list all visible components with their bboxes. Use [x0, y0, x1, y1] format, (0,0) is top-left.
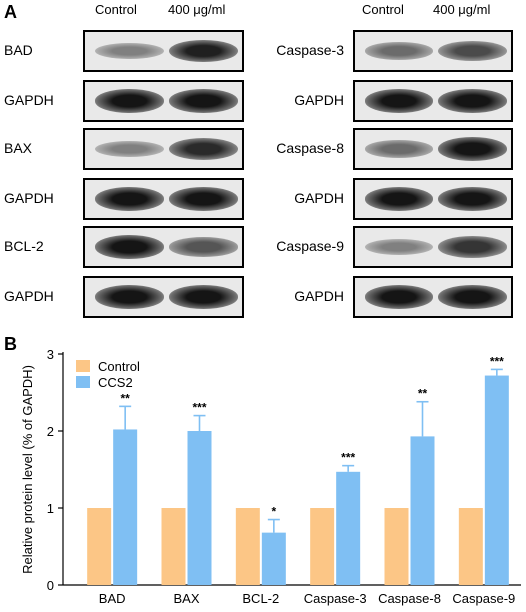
left-blot-label-1: GAPDH	[4, 92, 54, 108]
significance-1: ***	[192, 401, 206, 415]
left-blot-band-3-1	[168, 187, 238, 211]
bar-ccs2-caspase-8	[410, 436, 435, 585]
left-blot-label-2: BAX	[4, 140, 33, 156]
right-blot-band-1-1	[438, 89, 507, 113]
left-blot-label-4: BCL-2	[4, 238, 44, 254]
right-blot-strip-2	[353, 128, 513, 170]
right-blot-band-4-1	[438, 236, 507, 258]
bar-ccs2-bcl-2	[261, 532, 286, 585]
right-blot-label-3: GAPDH	[294, 190, 344, 206]
left-blot-band-2-0	[94, 140, 164, 158]
right-blot-band-2-0	[364, 140, 434, 158]
right-blot-band-4-0	[364, 238, 434, 256]
legend-swatch-1	[76, 376, 90, 388]
bar-control-caspase-8	[384, 508, 409, 585]
left-blot-label-3: GAPDH	[4, 190, 54, 206]
right-blot-strip-5	[353, 276, 513, 318]
left-blot-strip-5	[83, 276, 244, 318]
y-tick-label-1: 1	[47, 501, 54, 516]
y-tick-label-2: 2	[47, 424, 54, 439]
right-blot-band-5-1	[438, 285, 507, 309]
x-tick-label-1: BAX	[173, 591, 199, 606]
left-blot-band-1-1	[168, 89, 238, 113]
right-blot-label-1: GAPDH	[294, 92, 344, 108]
left-blot-band-4-0	[94, 235, 164, 259]
left-blot-strip-1	[83, 80, 244, 122]
left-blot-band-0-1	[168, 39, 238, 63]
left-blot-strip-3	[83, 178, 244, 220]
left-blot-band-4-1	[168, 237, 238, 257]
x-tick-label-5: Caspase-9	[452, 591, 515, 606]
y-axis-title: Relative protein level (% of GAPDH)	[20, 365, 35, 574]
right-blot-label-5: GAPDH	[294, 288, 344, 304]
left-blot-label-0: BAD	[4, 42, 33, 58]
right-column-treatment: 400 μg/ml	[433, 2, 491, 17]
x-tick-label-2: BCL-2	[242, 591, 279, 606]
significance-2: *	[271, 505, 276, 519]
left-blot-strip-0	[83, 30, 244, 72]
significance-0: **	[120, 391, 130, 405]
panel-a-label: A	[4, 2, 17, 22]
right-blot-band-5-0	[364, 285, 434, 309]
bar-control-bax	[161, 508, 186, 585]
right-blot-band-1-0	[364, 89, 434, 113]
left-blot-strip-2	[83, 128, 244, 170]
right-column-control: Control	[362, 2, 404, 17]
x-tick-label-4: Caspase-8	[378, 591, 441, 606]
bar-ccs2-caspase-9	[484, 375, 509, 585]
significance-4: **	[418, 387, 428, 401]
left-blot-band-1-0	[94, 89, 164, 113]
right-blot-band-3-1	[438, 187, 507, 211]
y-tick-label-0: 0	[47, 578, 54, 593]
bar-ccs2-bax	[187, 431, 212, 585]
x-tick-label-3: Caspase-3	[304, 591, 367, 606]
legend-label-0: Control	[98, 359, 140, 374]
x-tick-label-0: BAD	[99, 591, 126, 606]
left-blot-band-0-0	[94, 42, 164, 60]
legend-label-1: CCS2	[98, 375, 133, 390]
left-blot-band-5-1	[168, 285, 238, 309]
right-blot-strip-1	[353, 80, 513, 122]
left-blot-strip-4	[83, 226, 244, 268]
right-blot-strip-4	[353, 226, 513, 268]
left-blot-band-2-1	[168, 138, 238, 160]
left-blot-band-5-0	[94, 285, 164, 309]
left-blot-label-5: GAPDH	[4, 288, 54, 304]
right-blot-band-2-1	[438, 137, 507, 161]
y-tick-label-3: 3	[47, 347, 54, 362]
legend-swatch-0	[76, 360, 90, 372]
panel-b-label: B	[4, 334, 17, 354]
bar-control-bad	[87, 508, 112, 585]
right-blot-strip-0	[353, 30, 513, 72]
right-blot-band-0-0	[364, 42, 434, 60]
right-blot-label-2: Caspase-8	[276, 140, 344, 156]
left-column-treatment: 400 μg/ml	[168, 2, 226, 17]
left-column-control: Control	[95, 2, 137, 17]
bar-ccs2-caspase-3	[336, 471, 361, 585]
right-blot-label-0: Caspase-3	[276, 42, 344, 58]
bar-ccs2-bad	[113, 429, 138, 585]
right-blot-label-4: Caspase-9	[276, 238, 344, 254]
bar-control-bcl-2	[235, 508, 260, 585]
bar-control-caspase-3	[310, 508, 335, 585]
left-blot-band-3-0	[94, 187, 164, 211]
right-blot-band-3-0	[364, 187, 434, 211]
significance-3: ***	[341, 451, 355, 465]
right-blot-band-0-1	[438, 41, 507, 61]
significance-5: ***	[490, 354, 504, 368]
bar-control-caspase-9	[458, 508, 483, 585]
right-blot-strip-3	[353, 178, 513, 220]
